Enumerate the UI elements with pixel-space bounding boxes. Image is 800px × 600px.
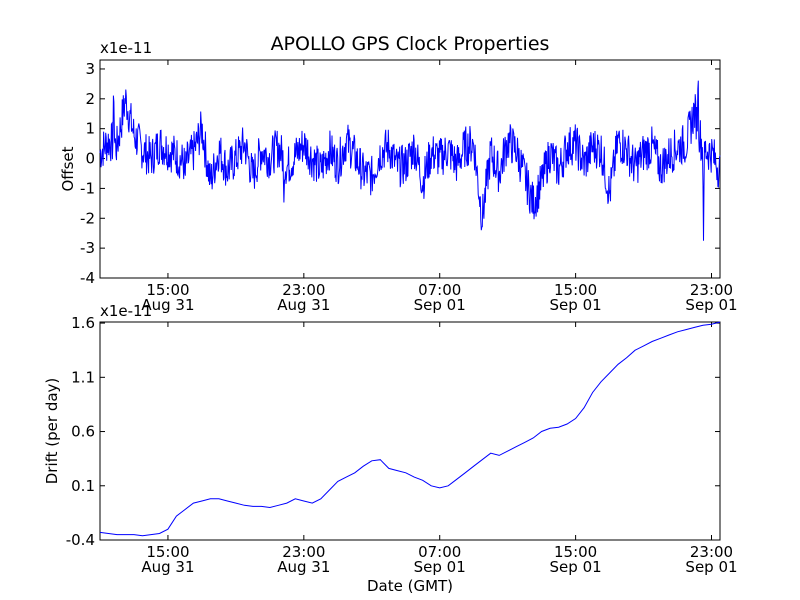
x-tick-date-label: Aug 31 — [141, 558, 194, 576]
x-tick-time-label: 15:00 — [554, 281, 597, 299]
y-tick-label: -0.4 — [66, 531, 95, 549]
y-tick-label: 0.6 — [71, 423, 95, 441]
drift-multiplier-label: x1e-11 — [100, 302, 152, 320]
drift-y-axis-label: Drift (per day) — [43, 378, 61, 485]
x-tick-time-label: 23:00 — [690, 281, 733, 299]
y-tick-label: -1 — [80, 179, 95, 197]
offset-series-line — [99, 80, 721, 241]
drift-series-line — [99, 321, 721, 537]
x-tick-date-label: Sep 01 — [685, 558, 737, 576]
drift-plot-frame — [99, 321, 721, 541]
x-tick-date-label: Aug 31 — [277, 296, 330, 314]
x-tick-time-label: 15:00 — [554, 543, 597, 561]
y-tick-label: -4 — [80, 269, 95, 287]
y-tick-label: 1 — [85, 120, 95, 138]
drift-x-axis-label: Date (GMT) — [367, 577, 453, 595]
offset-multiplier-label: x1e-11 — [100, 39, 152, 57]
y-tick-label: -2 — [80, 209, 95, 227]
x-tick-date-label: Aug 31 — [277, 558, 330, 576]
x-tick-date-label: Sep 01 — [414, 296, 466, 314]
x-tick-date-label: Sep 01 — [550, 558, 602, 576]
x-tick-date-label: Sep 01 — [685, 296, 737, 314]
y-tick-label: 1.1 — [71, 368, 95, 386]
y-tick-label: 1.6 — [71, 314, 95, 332]
x-tick-date-label: Sep 01 — [550, 296, 602, 314]
y-tick-label: 0.1 — [71, 477, 95, 495]
x-tick-time-label: 23:00 — [282, 543, 325, 561]
x-tick-time-label: 23:00 — [282, 281, 325, 299]
x-tick-date-label: Aug 31 — [141, 296, 194, 314]
x-tick-time-label: 23:00 — [690, 543, 733, 561]
y-tick-label: 0 — [85, 150, 95, 168]
offset-plot-frame — [99, 59, 721, 279]
x-tick-time-label: 15:00 — [146, 281, 189, 299]
chart-title: APOLLO GPS Clock Properties — [271, 33, 550, 55]
y-tick-label: -3 — [80, 239, 95, 257]
y-tick-label: 2 — [85, 90, 95, 108]
offset-y-axis-label: Offset — [59, 146, 77, 191]
x-tick-time-label: 07:00 — [418, 543, 461, 561]
y-tick-label: 3 — [85, 60, 95, 78]
x-tick-time-label: 15:00 — [146, 543, 189, 561]
drift-panel: x1e-11 Drift (per day) Date (GMT) -0.4 0.… — [43, 302, 738, 595]
x-tick-time-label: 07:00 — [418, 281, 461, 299]
x-tick-date-label: Sep 01 — [414, 558, 466, 576]
